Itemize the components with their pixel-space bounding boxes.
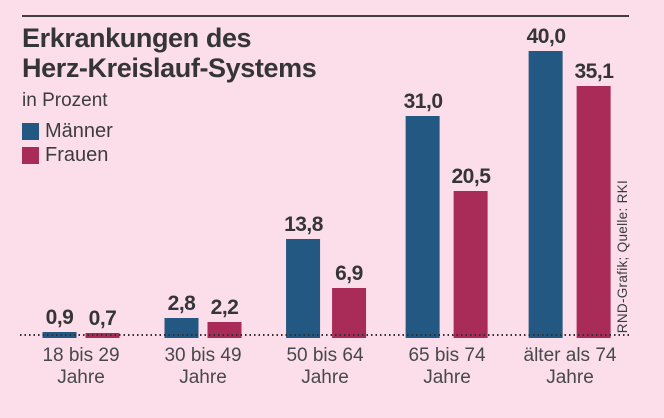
bar-value-label: 40,0: [526, 25, 566, 48]
bar-frauen: [331, 288, 366, 338]
bar-group: 13,8 6,9: [284, 213, 366, 338]
legend-swatch-frauen: [22, 146, 39, 164]
bar-value-label: 31,0: [403, 90, 443, 113]
bar-group: 40,0 35,1: [527, 25, 614, 338]
bar-value-label: 13,8: [284, 213, 323, 236]
bar-column: 2,8: [164, 292, 199, 338]
category-label: 18 bis 29 Jahre: [42, 345, 120, 388]
legend-swatch-maenner: [22, 122, 39, 140]
top-rule: [22, 15, 629, 17]
bar-value-label: 0,9: [45, 306, 74, 329]
category-label: 30 bis 49 Jahre: [164, 345, 242, 388]
category-label: 50 bis 64 Jahre: [286, 345, 364, 388]
x-axis-baseline: [20, 334, 630, 336]
category-label: älter als 74 Jahre: [523, 345, 617, 388]
bar-column: 6,9: [331, 262, 366, 338]
bar-column: 13,8: [284, 213, 323, 338]
bar-column: 40,0: [527, 25, 566, 338]
bar-column: 2,2: [207, 296, 242, 338]
bar-value-label: 2,2: [210, 296, 239, 319]
bar-group: 31,0 20,5: [404, 90, 491, 338]
bar-column: 31,0: [404, 90, 443, 338]
legend-item-frauen: Frauen: [22, 143, 113, 167]
bar-maenner: [286, 239, 321, 338]
bar-value-label: 2,8: [167, 292, 196, 315]
chart-title: Erkrankungen des Herz-Kreislauf-Systems: [22, 23, 317, 83]
source-credit: RND-Grafik; Quelle: RKI: [615, 179, 630, 333]
legend-label: Männer: [45, 119, 113, 142]
category-label: 65 bis 74 Jahre: [408, 345, 486, 388]
legend-item-maenner: Männer: [22, 119, 113, 143]
bar-column: 20,5: [452, 165, 491, 338]
chart-subtitle: in Prozent: [22, 90, 108, 111]
legend-label: Frauen: [45, 143, 109, 166]
bar-maenner: [164, 318, 199, 338]
bar-maenner: [406, 116, 441, 338]
bar-value-label: 20,5: [451, 165, 491, 188]
chart-title-line2: Herz-Kreislauf-Systems: [22, 53, 317, 83]
bar-column: 35,1: [575, 60, 614, 338]
legend: Männer Frauen: [22, 119, 113, 167]
bar-frauen: [453, 191, 488, 338]
bar-value-label: 0,7: [88, 307, 117, 330]
bar-value-label: 6,9: [335, 262, 363, 285]
bar-maenner: [529, 51, 564, 338]
bar-frauen: [576, 86, 611, 338]
bar-group: 2,8 2,2: [164, 292, 242, 338]
bar-value-label: 35,1: [574, 60, 614, 83]
chart-title-line1: Erkrankungen des: [22, 23, 252, 53]
